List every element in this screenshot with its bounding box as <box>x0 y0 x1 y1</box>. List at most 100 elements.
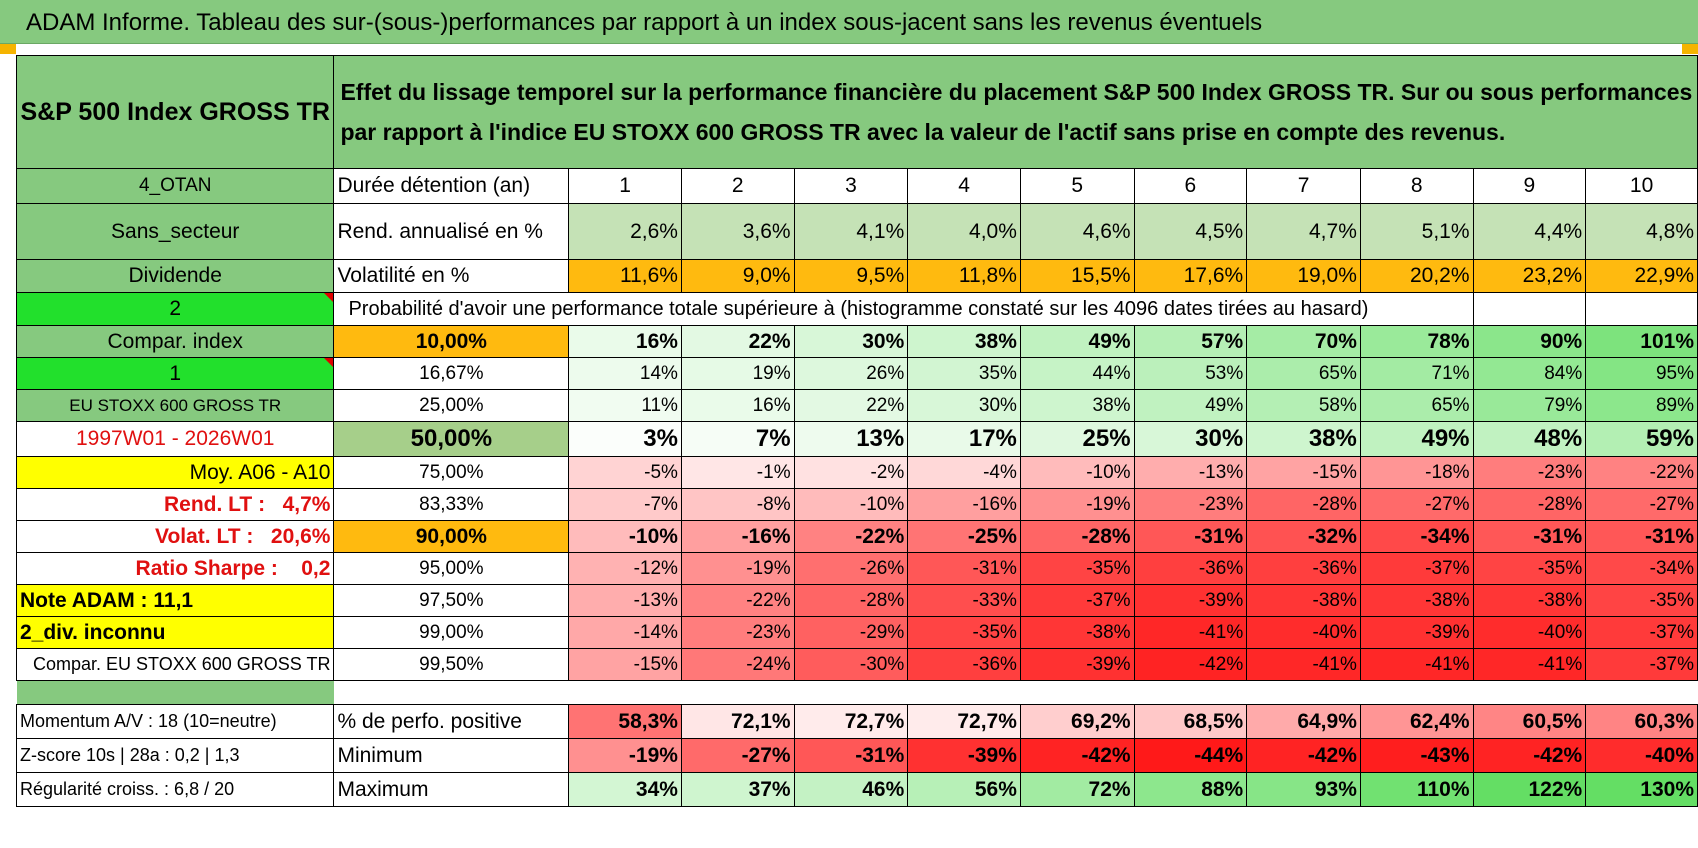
prob-value: -10% <box>793 488 909 521</box>
prob-value: -35% <box>907 616 1021 649</box>
stat-value: -39% <box>907 738 1021 773</box>
stat-value: -42% <box>1246 738 1361 773</box>
rend-value: 3,6% <box>680 203 795 260</box>
prob-value: -34% <box>1359 520 1474 553</box>
prob-value: -28% <box>1019 520 1135 553</box>
compar-name-label: Compar. EU STOXX 600 GROSS TR <box>15 648 335 681</box>
stat-value: 122% <box>1472 772 1587 807</box>
div-inconnu-label: 2_div. inconnu <box>15 616 335 649</box>
prob-row: Rend. LT : 4,7% 83,33% -7% -8% -10% -16% -19… <box>15 488 1698 521</box>
prob-value: -23% <box>680 616 795 649</box>
prob-value: 35% <box>907 357 1021 390</box>
prob-value: 49% <box>1359 421 1474 457</box>
prob-pct: 75,00% <box>333 456 570 489</box>
prob-row: Note ADAM : 11,1 97,50% -13% -22% -28% -33%… <box>15 584 1698 617</box>
prob-value: 90% <box>1472 325 1587 358</box>
stat-value: -40% <box>1585 738 1698 773</box>
stat-value: -43% <box>1359 738 1474 773</box>
prob-value: -41% <box>1246 648 1361 681</box>
prob-value: 3% <box>568 421 682 457</box>
prob-pct: 97,50% <box>333 584 570 617</box>
prob-value: -13% <box>568 584 682 617</box>
stat-value: 69,2% <box>1019 704 1135 739</box>
stat-value: 68,5% <box>1133 704 1248 739</box>
rend-lt-label: Rend. LT : <box>163 492 266 516</box>
year-header: 5 <box>1019 168 1135 204</box>
prob-value: -36% <box>1133 552 1248 585</box>
rend-value: 4,7% <box>1246 203 1361 260</box>
prob-row: 1 16,67% 14% 19% 26% 35% 44% 53% 65% 71% 84% 95% <box>15 357 1698 390</box>
spacer-row <box>16 680 1698 705</box>
stat-label: Maximum <box>333 772 570 807</box>
rend-value: 4,4% <box>1472 203 1587 260</box>
prob-value: -16% <box>907 488 1021 521</box>
description-cell: Effet du lissage temporel sur la perform… <box>333 55 1698 169</box>
rend-value: 2,6% <box>568 203 682 260</box>
stat-row: Momentum A/V : 18 (10=neutre) % de perfo… <box>15 704 1698 739</box>
prob-value: -27% <box>1359 488 1474 521</box>
stat-value: -31% <box>793 738 909 773</box>
prob-value: 22% <box>793 389 909 422</box>
prob-value: 14% <box>568 357 682 390</box>
rend-row: Sans_secteur Rend. annualisé en % 2,6% 3… <box>15 203 1698 260</box>
stat-value: 64,9% <box>1246 704 1361 739</box>
prob-value: 38% <box>1246 421 1361 457</box>
stat-value: -42% <box>1472 738 1587 773</box>
year-header: 3 <box>793 168 909 204</box>
year-header: 9 <box>1472 168 1587 204</box>
empty-cell <box>1585 292 1698 326</box>
prob-value: 58% <box>1246 389 1361 422</box>
rend-value: 4,5% <box>1133 203 1248 260</box>
rend-label: Rend. annualisé en % <box>333 203 570 260</box>
prob-value: -33% <box>907 584 1021 617</box>
prob-row: Moy. A06 - A10 75,00% -5% -1% -2% -4% -10% -1… <box>15 456 1698 489</box>
prob-value: -1% <box>680 456 795 489</box>
moy-label: Moy. A06 - A10 <box>15 456 335 489</box>
rend-value: 4,6% <box>1019 203 1135 260</box>
prob-value: -4% <box>907 456 1021 489</box>
prob-value: -28% <box>1246 488 1361 521</box>
vol-value: 17,6% <box>1133 259 1248 293</box>
year-header: 2 <box>680 168 795 204</box>
prob-value: 30% <box>1133 421 1248 457</box>
year-header: 6 <box>1133 168 1248 204</box>
selector-cell-b[interactable]: 1 <box>15 357 335 390</box>
vol-value: 15,5% <box>1019 259 1135 293</box>
performance-table: S&P 500 Index GROSS TR Effet du lissage … <box>15 55 1698 807</box>
prob-value: -19% <box>1019 488 1135 521</box>
prob-value: -38% <box>1359 584 1474 617</box>
prob-value: -22% <box>793 520 909 553</box>
year-header: 8 <box>1359 168 1474 204</box>
stat-value: 34% <box>568 772 682 807</box>
prob-value: -36% <box>907 648 1021 681</box>
index-name-label: EU STOXX 600 GROSS TR <box>15 389 335 422</box>
volatility-row: Dividende Volatilité en % 11,6% 9,0% 9,5… <box>15 259 1698 293</box>
prob-value: 65% <box>1246 357 1361 390</box>
prob-value: -41% <box>1359 648 1474 681</box>
prob-row: Compar. index 10,00% 16% 22% 30% 38% 49% 57% 7… <box>15 325 1698 358</box>
prob-value: 65% <box>1359 389 1474 422</box>
prob-value: -38% <box>1472 584 1587 617</box>
compar-index-label: Compar. index <box>15 325 335 358</box>
stat-row: Régularité croiss. : 6,8 / 20 Maximum 34… <box>15 772 1698 807</box>
prob-value: 25% <box>1019 421 1135 457</box>
prob-value: -41% <box>1472 648 1587 681</box>
prob-value: 59% <box>1585 421 1698 457</box>
prob-value: -39% <box>1133 584 1248 617</box>
prob-value: -22% <box>1585 456 1698 489</box>
prob-value: -31% <box>907 552 1021 585</box>
prob-value: 71% <box>1359 357 1474 390</box>
prob-value: 49% <box>1133 389 1248 422</box>
prob-value: 7% <box>680 421 795 457</box>
prob-value: 95% <box>1585 357 1698 390</box>
prob-value: -13% <box>1133 456 1248 489</box>
vol-value: 20,2% <box>1359 259 1474 293</box>
corner-marker-right <box>1682 44 1698 54</box>
prob-value: 30% <box>793 325 909 358</box>
year-header: 7 <box>1246 168 1361 204</box>
selector-cell-a[interactable]: 2 <box>15 292 335 326</box>
prob-row: Volat. LT : 20,6% 90,00% -10% -16% -22% -25… <box>15 520 1698 553</box>
volat-lt-value: 20,6% <box>270 524 331 548</box>
prob-value: -28% <box>1472 488 1587 521</box>
prob-value: -28% <box>793 584 909 617</box>
